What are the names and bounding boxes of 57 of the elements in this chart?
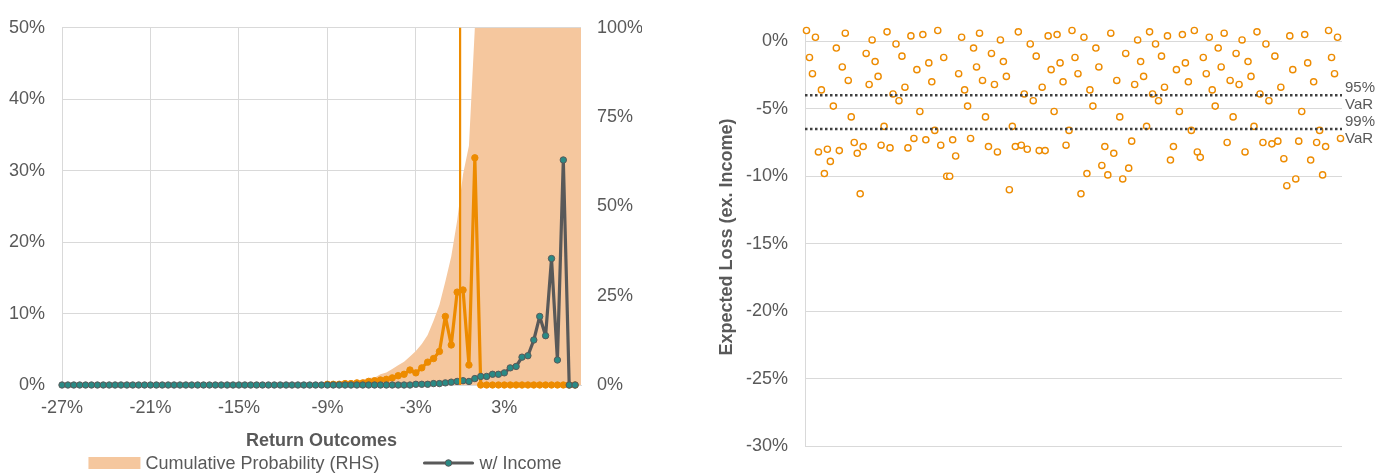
y-tick-label: 20% [8,231,45,252]
point [506,381,514,389]
y-tick-label: 50% [8,16,45,37]
point [477,381,485,389]
y-tick-label: 0% [18,373,45,394]
point [418,364,426,372]
point [482,381,491,389]
y-tick-label: -15% [745,232,788,253]
y2-tick-label: 50% [597,195,634,216]
point [412,369,420,377]
y-tick-label: 40% [8,88,45,109]
y-tick-label: -25% [745,367,788,388]
y2-tick-label: 100% [597,16,644,37]
point [494,381,503,389]
point [388,374,396,382]
y2-tick-label: 25% [597,284,634,305]
legend-label: Cumulative Probability (RHS) [145,452,380,473]
y-tick-label: -30% [745,435,788,456]
x-axis-title: Return Outcomes [245,430,398,451]
point [465,361,473,369]
x-tick-label: -27% [40,396,84,417]
point [429,354,438,363]
ref-line-label: 99% VaR [1345,112,1376,147]
point [512,381,520,389]
x-tick-label: -9% [311,396,344,417]
point [524,381,532,389]
y2-tick-label: 75% [597,106,634,127]
point [406,366,414,374]
point [541,381,550,389]
point [547,381,556,389]
y-tick-label: -10% [745,165,788,186]
y2-tick-label: 0% [597,373,624,394]
x-tick-label: -15% [217,396,260,417]
y-tick-label: 10% [8,302,45,323]
point [518,381,526,389]
y-axis-title: Expected Loss (ex. Income) [715,118,736,356]
point [500,381,509,389]
point [394,372,402,380]
point [488,381,497,389]
x-tick-label: -21% [129,396,172,417]
point [530,381,538,389]
x-tick-label: -3% [399,396,432,417]
point [435,347,444,356]
y-tick-label: 0% [761,30,788,51]
point [423,358,432,366]
point [536,381,544,389]
point [447,341,455,349]
point [553,381,562,389]
x-tick-label: 3% [491,396,518,417]
point [400,370,408,378]
ref-line-label: 95% VaR [1345,78,1376,113]
y-tick-label: -5% [755,97,788,118]
y-tick-label: 30% [8,159,45,180]
point [471,154,479,162]
y-tick-label: -20% [745,300,788,321]
legend-label: w/ Income [478,452,562,473]
point [441,312,450,321]
